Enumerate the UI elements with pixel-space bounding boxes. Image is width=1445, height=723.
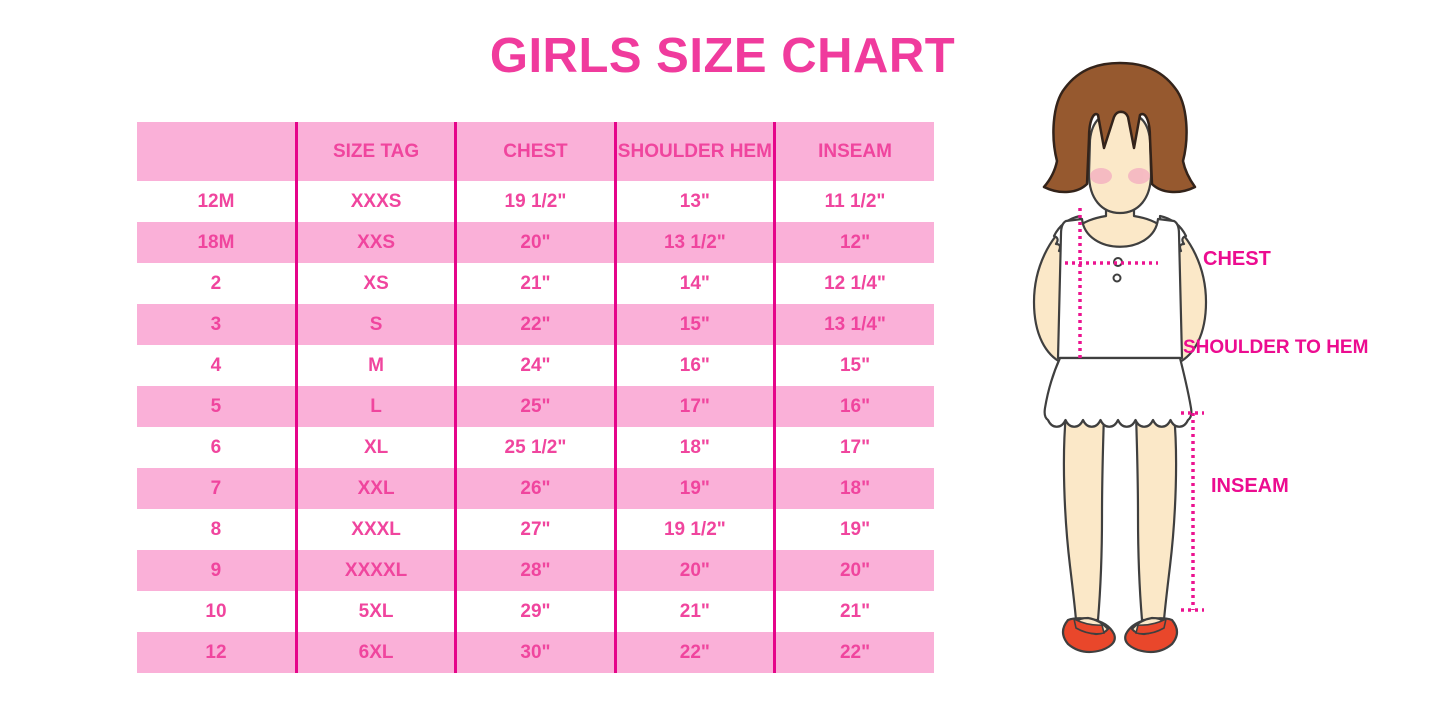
size-cell: 18M [137, 222, 297, 263]
size-cell: 8 [137, 509, 297, 550]
size-cell: 27" [454, 509, 616, 550]
shoes [1061, 616, 1179, 654]
column-header: CHEST [454, 122, 616, 181]
size-cell: 5 [137, 386, 297, 427]
size-cell: 16" [773, 386, 934, 427]
size-cell: 22" [773, 632, 934, 673]
size-cell: 15" [613, 304, 775, 345]
table-row: 3 S 22" 15" 13 1/4" [137, 304, 934, 345]
size-cell: 20" [454, 222, 616, 263]
top-bodice [1056, 217, 1184, 360]
face [1087, 110, 1153, 215]
size-cell: XL [294, 427, 456, 468]
shoulder-to-hem-label: SHOULDER TO HEM [1183, 337, 1369, 358]
size-cell: 22" [613, 632, 775, 673]
table-row: 5 L 25" 17" 16" [137, 386, 934, 427]
size-cell: L [294, 386, 456, 427]
size-cell: 19 1/2" [454, 181, 616, 222]
size-table: SIZE TAG CHEST SHOULDER HEM INSEAM 12M XXXS 19… [137, 122, 934, 673]
table-row: 10 5XL 29" 21" 21" [137, 591, 934, 632]
table-row: 9 XXXXL 28" 20" 20" [137, 550, 934, 591]
size-cell: 21" [773, 591, 934, 632]
inseam-measure-line [1181, 411, 1204, 612]
size-cell: 13 1/2" [613, 222, 775, 263]
corner-header [137, 122, 297, 181]
size-cell: 6 [137, 427, 297, 468]
column-header: SHOULDER HEM [613, 122, 775, 181]
size-cell: 30" [454, 632, 616, 673]
size-cell: 9 [137, 550, 297, 591]
size-cell: 14" [613, 263, 775, 304]
size-cell: 12 [137, 632, 297, 673]
table-row: 12 6XL 30" 22" 22" [137, 632, 934, 673]
table-row: 12M XXXS 19 1/2" 13" 11 1/2" [137, 181, 934, 222]
size-cell: 28" [454, 550, 616, 591]
girl-illustration [1032, 61, 1208, 654]
size-cell: 20" [613, 550, 775, 591]
size-cell: 29" [454, 591, 616, 632]
size-cell: 12" [773, 222, 934, 263]
chest-label: CHEST [1203, 248, 1271, 270]
page-title: GIRLS SIZE CHART [489, 29, 956, 83]
size-cell: 20" [773, 550, 934, 591]
size-cell: 17" [773, 427, 934, 468]
size-cell: 3 [137, 304, 297, 345]
size-cell: 19" [613, 468, 775, 509]
size-cell: S [294, 304, 456, 345]
size-cell: 6XL [294, 632, 456, 673]
hair [1042, 61, 1197, 194]
column-header: SIZE TAG [294, 122, 456, 181]
size-cell: 12M [137, 181, 297, 222]
table-row: 2 XS 21" 14" 12 1/4" [137, 263, 934, 304]
size-cell: 21" [613, 591, 775, 632]
size-cell: 11 1/2" [773, 181, 934, 222]
size-cell: XXXXL [294, 550, 456, 591]
size-cell: XXL [294, 468, 456, 509]
column-header: INSEAM [773, 122, 934, 181]
size-cell: 19 1/2" [613, 509, 775, 550]
table-header-row: SIZE TAG CHEST SHOULDER HEM INSEAM [137, 122, 934, 181]
size-cell: 26" [454, 468, 616, 509]
size-cell: 16" [613, 345, 775, 386]
size-cell: 10 [137, 591, 297, 632]
size-cell: 15" [773, 345, 934, 386]
skirt [1043, 356, 1193, 428]
table-row: 4 M 24" 16" 15" [137, 345, 934, 386]
table-row: 8 XXXL 27" 19 1/2" 19" [137, 509, 934, 550]
size-cell: XXS [294, 222, 456, 263]
size-cell: 21" [454, 263, 616, 304]
size-cell: 12 1/4" [773, 263, 934, 304]
table-row: 18M XXS 20" 13 1/2" 12" [137, 222, 934, 263]
size-cell: 5XL [294, 591, 456, 632]
table-row: 6 XL 25 1/2" 18" 17" [137, 427, 934, 468]
size-cell: 22" [454, 304, 616, 345]
size-cell: 2 [137, 263, 297, 304]
size-cell: 24" [454, 345, 616, 386]
size-cell: 25 1/2" [454, 427, 616, 468]
size-cell: 18" [613, 427, 775, 468]
size-cell: 13 1/4" [773, 304, 934, 345]
size-cell: 13" [613, 181, 775, 222]
size-cell: 17" [613, 386, 775, 427]
size-cell: XXXS [294, 181, 456, 222]
size-cell: 19" [773, 509, 934, 550]
size-cell: 4 [137, 345, 297, 386]
inseam-label: INSEAM [1211, 475, 1289, 497]
size-cell: M [294, 345, 456, 386]
size-cell: 25" [454, 386, 616, 427]
cheeks [1090, 168, 1150, 184]
table-row: 7 XXL 26" 19" 18" [137, 468, 934, 509]
size-cell: 18" [773, 468, 934, 509]
size-cell: XS [294, 263, 456, 304]
size-cell: 7 [137, 468, 297, 509]
size-cell: XXXL [294, 509, 456, 550]
legs [1062, 412, 1178, 622]
